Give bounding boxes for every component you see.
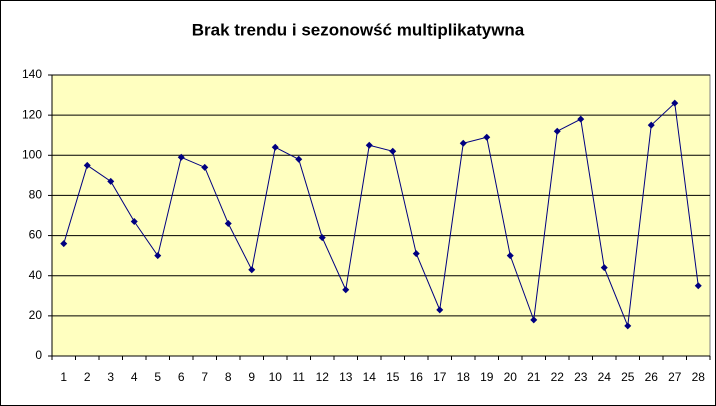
x-tick-label: 21 <box>527 370 541 384</box>
x-tick-label: 25 <box>621 370 635 384</box>
x-tick-label: 12 <box>316 370 330 384</box>
x-tick-label: 28 <box>692 370 706 384</box>
x-tick-label: 7 <box>201 370 208 384</box>
marker <box>483 133 491 141</box>
marker <box>459 139 467 147</box>
y-tick-label: 60 <box>29 228 43 242</box>
marker <box>318 234 326 242</box>
marker <box>412 250 420 258</box>
x-tick-label: 23 <box>574 370 588 384</box>
x-tick-label: 18 <box>457 370 471 384</box>
x-tick-label: 6 <box>178 370 185 384</box>
marker <box>624 322 632 330</box>
x-tick-label: 16 <box>410 370 424 384</box>
x-tick-label: 20 <box>504 370 518 384</box>
marker <box>107 177 115 185</box>
y-tick-label: 100 <box>22 147 42 161</box>
marker <box>365 141 373 149</box>
x-tick-label: 5 <box>154 370 161 384</box>
x-tick-label: 19 <box>480 370 494 384</box>
series-line <box>63 102 699 327</box>
marker <box>201 163 209 171</box>
y-tick-label: 140 <box>22 67 42 81</box>
marker <box>60 240 68 248</box>
x-tick-label: 17 <box>433 370 447 384</box>
marker <box>436 306 444 314</box>
x-tick-label: 8 <box>225 370 232 384</box>
x-tick-label: 15 <box>386 370 400 384</box>
marker <box>295 155 303 163</box>
marker <box>506 252 514 260</box>
marker <box>389 147 397 155</box>
marker <box>130 218 138 226</box>
y-tick-label: 40 <box>29 268 43 282</box>
marker <box>553 127 561 135</box>
marker <box>647 121 655 129</box>
x-tick-label: 14 <box>363 370 377 384</box>
x-tick-label: 22 <box>551 370 565 384</box>
x-tick-label: 9 <box>248 370 255 384</box>
marker <box>83 161 91 169</box>
x-tick-label: 2 <box>84 370 91 384</box>
marker <box>224 220 232 228</box>
y-tick-label: 120 <box>22 107 42 121</box>
x-tick-label: 11 <box>293 370 306 384</box>
x-tick-label: 3 <box>107 370 114 384</box>
chart-title: Brak trendu i sezonowść multiplikatywna <box>192 20 525 39</box>
x-tick-label: 10 <box>269 370 283 384</box>
marker <box>154 252 162 260</box>
marker <box>271 143 279 151</box>
marker <box>694 282 702 290</box>
marker <box>671 99 679 107</box>
y-tick-label: 80 <box>29 188 43 202</box>
plot-area <box>51 74 711 357</box>
x-tick-label: 24 <box>598 370 612 384</box>
marker <box>600 264 608 272</box>
marker <box>342 286 350 294</box>
marker <box>530 316 538 324</box>
x-tick-label: 4 <box>131 370 138 384</box>
marker <box>177 153 185 161</box>
x-tick-label: 26 <box>645 370 659 384</box>
marker <box>577 115 585 123</box>
x-tick-label: 1 <box>60 370 67 384</box>
marker <box>248 266 256 274</box>
y-tick-label: 20 <box>29 308 43 322</box>
x-tick-label: 13 <box>339 370 353 384</box>
y-tick-label: 0 <box>35 348 42 362</box>
x-tick-label: 27 <box>668 370 682 384</box>
